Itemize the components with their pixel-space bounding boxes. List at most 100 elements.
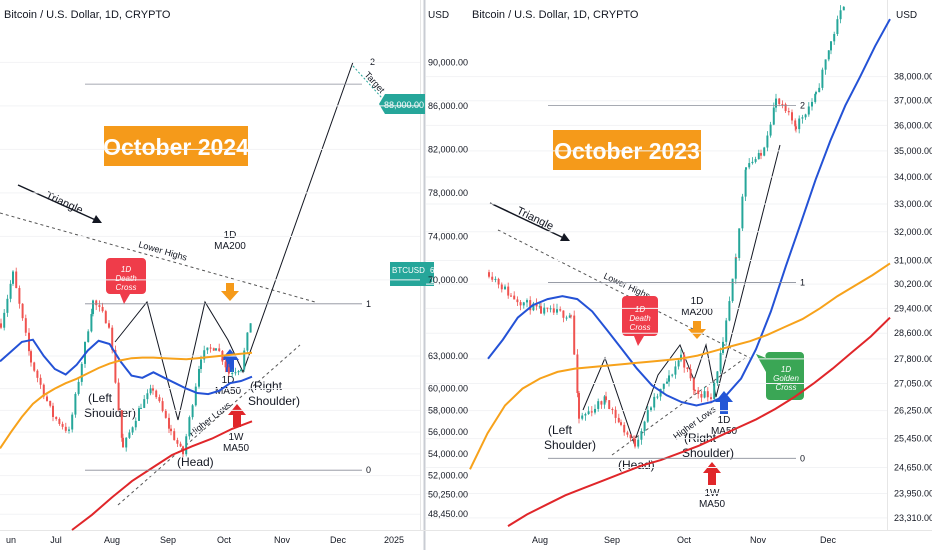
right-candle bbox=[811, 101, 813, 107]
right-ma-lines bbox=[469, 18, 891, 527]
right-price-tick: 38,000.00 bbox=[894, 72, 932, 82]
right-candle bbox=[784, 104, 787, 112]
left-candle bbox=[104, 311, 107, 324]
right-candle bbox=[833, 33, 836, 42]
left-price-tick: 58,000.00 bbox=[428, 405, 468, 415]
right-candle bbox=[526, 300, 528, 303]
right-candle bbox=[540, 306, 542, 314]
left-grid bbox=[0, 61, 420, 515]
right-candle bbox=[748, 163, 751, 168]
left-candle bbox=[49, 400, 52, 406]
left-candle bbox=[108, 323, 110, 328]
left-price-tick: 54,000.00 bbox=[428, 449, 468, 459]
left-price-tick: 52,000.00 bbox=[428, 471, 468, 481]
right-candle bbox=[719, 352, 722, 372]
left-death-cross-text-2: Death bbox=[115, 274, 137, 283]
right-time-tick: Aug bbox=[532, 535, 548, 545]
left-price-tick: 70,000.00 bbox=[428, 275, 468, 285]
right-candle bbox=[772, 107, 775, 125]
left-candle bbox=[231, 373, 234, 375]
right-candle bbox=[656, 396, 659, 398]
left-target-callout bbox=[379, 94, 425, 114]
left-candle bbox=[95, 300, 98, 306]
right-time-axis[interactable]: Aug Sep Oct Nov Dec bbox=[532, 535, 837, 545]
right-candle bbox=[713, 382, 716, 399]
right-golden-cross-text-3: Cross bbox=[776, 383, 797, 392]
left-candle bbox=[64, 426, 67, 431]
right-fib-label: 1 bbox=[800, 278, 805, 288]
left-time-axis[interactable]: un Jul Aug Sep Oct Nov Dec 2025 bbox=[6, 535, 404, 545]
left-candle bbox=[146, 393, 149, 400]
right-head-label: (Head) bbox=[618, 458, 655, 472]
right-price-tick: 31,000.00 bbox=[894, 255, 932, 265]
right-candle bbox=[791, 112, 793, 121]
left-candle bbox=[46, 396, 48, 401]
left-candle bbox=[77, 381, 80, 394]
left-ma200-arrow bbox=[221, 283, 239, 301]
left-candle bbox=[42, 384, 45, 397]
left-candle bbox=[149, 388, 152, 394]
right-price-tick: 29,400.00 bbox=[894, 303, 932, 313]
right-candle bbox=[576, 354, 579, 394]
left-candle bbox=[58, 418, 61, 424]
right-candle bbox=[611, 409, 614, 411]
right-price-tick: 24,650.00 bbox=[894, 462, 932, 472]
right-candle bbox=[692, 378, 695, 390]
left-candle bbox=[224, 361, 227, 368]
right-candle bbox=[668, 375, 670, 382]
left-candle bbox=[24, 318, 27, 333]
left-right-shoulder-label-1: (Right bbox=[250, 379, 283, 393]
left-death-cross-text-3: Cross bbox=[116, 283, 137, 292]
right-candle bbox=[590, 411, 593, 413]
right-candle bbox=[745, 167, 747, 170]
right-price-tick: 33,000.00 bbox=[894, 199, 932, 209]
right-candle bbox=[578, 393, 580, 419]
left-candle bbox=[198, 369, 200, 387]
right-candle bbox=[568, 315, 571, 318]
right-candle bbox=[674, 366, 677, 375]
right-candle bbox=[600, 401, 603, 405]
left-candle bbox=[122, 437, 124, 448]
right-candle bbox=[794, 120, 797, 127]
right-golden-cross-text-2: Golden bbox=[773, 374, 799, 383]
right-candle bbox=[507, 286, 510, 296]
right-candle bbox=[801, 117, 804, 119]
right-time-tick: Dec bbox=[820, 535, 837, 545]
right-price-tick: 35,000.00 bbox=[894, 146, 932, 156]
right-candle bbox=[650, 407, 652, 411]
right-candle bbox=[763, 147, 766, 156]
right-candle bbox=[815, 92, 817, 94]
right-price-axis[interactable]: 38,000.00 37,000.00 36,000.00 35,000.00 34,0… bbox=[894, 72, 932, 523]
left-last-price-countdown: 15:49:11 bbox=[430, 276, 461, 285]
right-candle bbox=[491, 276, 494, 280]
right-candle bbox=[766, 135, 769, 148]
right-candle bbox=[597, 401, 600, 409]
right-golden-cross-balloon: 1D Golden Cross bbox=[756, 351, 804, 400]
right-price-tick: 28,600.00 bbox=[894, 328, 932, 338]
left-price-axis[interactable]: 90,000.00 86,000.00 82,000.00 78,000.00 74,0… bbox=[428, 57, 468, 519]
right-candle bbox=[513, 295, 516, 300]
right-candle bbox=[671, 374, 674, 376]
right-time-tick: Nov bbox=[750, 535, 767, 545]
right-death-cross-text-2: Death bbox=[629, 314, 651, 323]
left-candle bbox=[21, 303, 24, 319]
left-price-tick: 60,000.00 bbox=[428, 384, 468, 394]
right-candle bbox=[573, 315, 576, 355]
left-ma200-label-1: 1D bbox=[224, 230, 237, 241]
right-candle bbox=[798, 118, 801, 130]
right-ma200-arrow bbox=[688, 321, 706, 339]
left-candle bbox=[206, 347, 209, 351]
left-target-line bbox=[352, 65, 383, 99]
left-candle bbox=[168, 417, 170, 429]
left-target-price: 88,000.00 bbox=[384, 100, 424, 110]
left-ma200-line bbox=[0, 351, 253, 449]
left-candle bbox=[240, 369, 242, 372]
right-chart-title: Bitcoin / U.S. Dollar, 1D, CRYPTO bbox=[472, 9, 639, 21]
right-wma50-label-2: MA50 bbox=[699, 499, 726, 510]
right-price-tick: 23,310.00 bbox=[894, 513, 932, 523]
right-candle bbox=[824, 59, 827, 70]
right-price-tick: 30,200.00 bbox=[894, 279, 932, 289]
left-higher-lows-line bbox=[117, 344, 301, 506]
right-candle bbox=[538, 306, 541, 308]
